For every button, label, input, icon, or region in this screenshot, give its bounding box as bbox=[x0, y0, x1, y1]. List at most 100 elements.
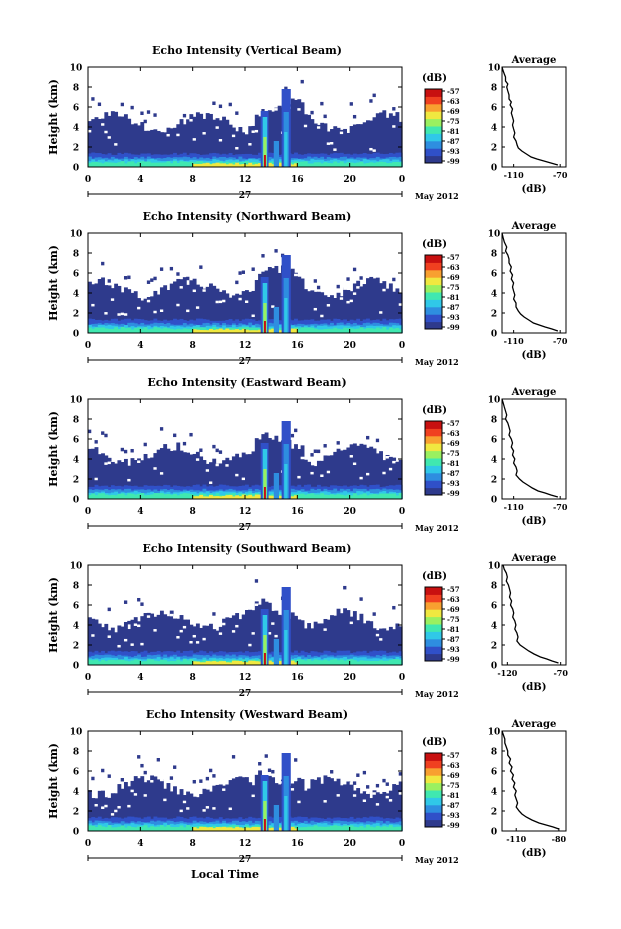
echo-cell bbox=[150, 775, 155, 831]
echo-cell bbox=[173, 618, 177, 665]
echo-cell bbox=[186, 162, 190, 167]
echo-gap bbox=[326, 470, 331, 474]
echo-cell bbox=[163, 327, 168, 333]
echo-cell bbox=[94, 659, 99, 665]
echo-cell bbox=[114, 463, 119, 499]
echo-cell bbox=[313, 659, 318, 665]
echo-heatmap bbox=[88, 579, 403, 665]
ytick-label: 2 bbox=[73, 642, 79, 652]
echo-cell bbox=[91, 798, 96, 831]
echo-cell bbox=[313, 449, 317, 453]
echo-cell bbox=[127, 161, 132, 167]
echo-cell bbox=[346, 447, 351, 499]
echo-cell bbox=[254, 826, 259, 831]
echo-cell bbox=[238, 496, 243, 499]
echo-gap bbox=[107, 635, 112, 638]
echo-gap bbox=[388, 467, 393, 471]
echo-gap bbox=[254, 129, 259, 133]
echo-cell bbox=[366, 491, 370, 499]
echo-cell bbox=[117, 460, 122, 499]
echo-cell bbox=[349, 495, 354, 499]
echo-gap bbox=[222, 299, 226, 303]
echo-cell bbox=[290, 448, 295, 499]
echo-cell bbox=[313, 825, 318, 831]
echo-cell bbox=[110, 827, 115, 831]
echo-cell bbox=[379, 161, 383, 167]
echo-cell bbox=[120, 825, 125, 831]
echo-cell bbox=[192, 116, 197, 167]
echo-cell bbox=[388, 327, 393, 333]
echo-cell bbox=[133, 327, 138, 333]
echo-cell bbox=[117, 493, 122, 499]
profile-xtick-label: -70 bbox=[553, 170, 568, 180]
xtick-label: 0 bbox=[399, 175, 405, 185]
echo-cell bbox=[101, 627, 105, 665]
echo-cell bbox=[313, 291, 318, 333]
colorbar-tick-label: -81 bbox=[447, 459, 460, 468]
echo-cell bbox=[330, 778, 334, 831]
xtick-label: 0 bbox=[85, 507, 91, 517]
echo-cell bbox=[316, 162, 321, 167]
echo-cell bbox=[339, 161, 344, 167]
colorbar-tick-label: -75 bbox=[447, 117, 460, 126]
echo-cell bbox=[140, 616, 145, 665]
echo-cell bbox=[323, 123, 328, 167]
echo-cell bbox=[169, 494, 174, 499]
xtick-label: 8 bbox=[190, 839, 196, 849]
echo-cell bbox=[326, 296, 331, 333]
echo-gap bbox=[313, 307, 318, 311]
echo-cell bbox=[195, 828, 200, 831]
echo-cell bbox=[130, 448, 134, 453]
colorbar-tick-label: -99 bbox=[447, 489, 460, 498]
echo-cell bbox=[382, 778, 386, 783]
echo-cell bbox=[114, 660, 119, 665]
echo-cell bbox=[241, 328, 246, 333]
echo-cell bbox=[228, 460, 233, 499]
echo-cell bbox=[238, 776, 243, 831]
echo-cell bbox=[163, 660, 168, 665]
echo-cell bbox=[212, 119, 217, 167]
panel-title: Echo Intensity (Southward Beam) bbox=[143, 542, 352, 555]
echo-cell bbox=[202, 625, 207, 665]
profile-xtick-label: -110 bbox=[506, 834, 526, 844]
echo-cell bbox=[254, 280, 259, 333]
colorbar-title: (dB) bbox=[422, 737, 447, 748]
echo-cell bbox=[310, 628, 315, 665]
echo-cell bbox=[209, 113, 213, 167]
echo-cell bbox=[179, 329, 184, 333]
panel-1: Echo Intensity (Northward Beam) 0 2 4 6 8 10 0 4… bbox=[47, 210, 568, 367]
echo-cell bbox=[271, 111, 276, 167]
echo-cell bbox=[222, 785, 226, 831]
echo-cell bbox=[375, 630, 380, 665]
echo-cell bbox=[297, 619, 302, 665]
echo-cell bbox=[114, 495, 119, 499]
echo-gap bbox=[385, 456, 390, 459]
echo-cell bbox=[375, 661, 380, 665]
echo-gap bbox=[120, 312, 125, 316]
echo-cell bbox=[133, 460, 138, 499]
colorbar-swatch bbox=[425, 624, 442, 632]
echo-gap bbox=[212, 807, 217, 810]
echo-cell bbox=[300, 327, 305, 333]
colorbar-swatch bbox=[425, 797, 442, 806]
echo-gap bbox=[267, 632, 272, 635]
echo-cell bbox=[326, 826, 331, 831]
echo-gap bbox=[101, 806, 105, 809]
ytick-label: 8 bbox=[73, 84, 79, 94]
echo-cell bbox=[156, 657, 161, 665]
echo-cell bbox=[385, 782, 389, 786]
echo-cell bbox=[140, 111, 144, 116]
panel-0: Echo Intensity (Vertical Beam) 0 2 4 6 8 10 0 4 8… bbox=[47, 44, 568, 201]
echo-cell bbox=[271, 777, 276, 831]
echo-gap bbox=[110, 813, 115, 816]
echo-cell bbox=[248, 162, 253, 167]
colorbar-tick-label: -69 bbox=[447, 273, 460, 282]
echo-cell bbox=[150, 129, 155, 167]
echo-gap bbox=[245, 300, 249, 303]
echo-cell bbox=[212, 458, 217, 499]
echo-cell bbox=[251, 451, 256, 499]
echo-cell bbox=[349, 825, 354, 831]
echo-cell bbox=[385, 163, 390, 167]
echo-cell bbox=[336, 162, 341, 167]
echo-cell bbox=[366, 162, 370, 167]
